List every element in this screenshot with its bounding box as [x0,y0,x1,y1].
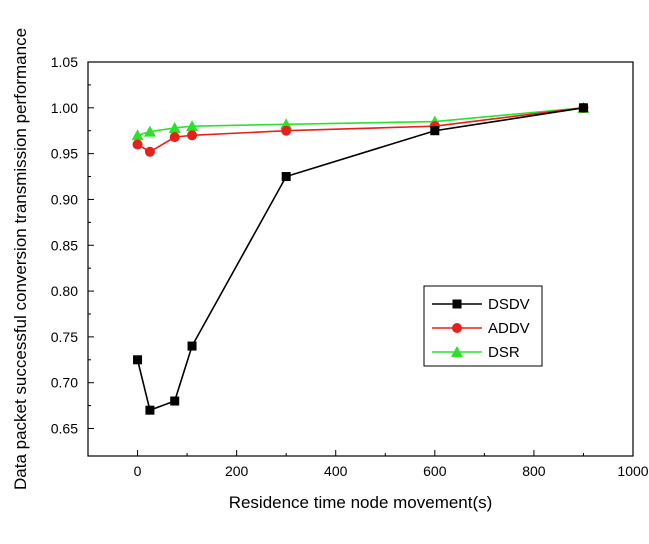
data-point [281,125,292,136]
data-point [168,121,181,133]
x-tick-label: 400 [324,463,348,479]
data-point [281,172,291,182]
y-axis-title: Data packet successful conversion transm… [11,28,30,490]
legend-items: DSDV ADDV DSR [432,296,530,361]
y-tick-label: 0.70 [51,375,78,391]
data-point [187,130,198,141]
y-tick-label: 1.05 [51,54,78,70]
data-point [132,139,143,150]
y-tick-label: 0.75 [51,329,78,345]
y-tick-label: 0.85 [51,237,78,253]
legend: DSDV ADDV DSR [423,285,543,367]
y-tick-label: 0.65 [51,421,78,437]
data-point [131,129,144,141]
x-tick-label: 800 [522,463,546,479]
legend-label: ADDV [488,320,530,337]
legend-label: DSDV [488,296,530,313]
y-tick-label: 0.80 [51,283,78,299]
series-group [131,101,590,415]
data-point [187,341,197,351]
x-tick-label: 200 [225,463,249,479]
data-point [143,125,156,137]
series-addv [132,102,589,157]
x-tick-label: 600 [423,463,447,479]
axis-ticks: 0 200 400 600 800 1000 0.65 0.70 0.75 0.80 0.85 0.9… [51,54,649,479]
x-tick-label: 1000 [617,463,648,479]
x-tick-label: 0 [134,463,142,479]
data-point [145,405,155,415]
legend-swatch-marker [452,323,462,333]
series-dsdv [133,103,588,415]
data-point [144,146,155,157]
data-point [169,132,180,143]
series-line [137,107,584,137]
y-tick-label: 0.95 [51,146,78,162]
data-point [430,126,440,136]
data-point [186,120,199,132]
plot-frame [87,61,634,457]
x-axis-title: Residence time node movement(s) [229,493,493,512]
legend-item-addv: ADDV [432,320,530,337]
legend-item-dsdv: DSDV [432,296,530,313]
data-point [578,103,588,113]
data-point [133,355,143,365]
legend-swatch-marker [452,299,462,309]
data-point [280,118,293,130]
y-tick-label: 1.00 [51,100,78,116]
y-tick-label: 0.90 [51,191,78,207]
legend-swatch-marker [451,346,463,357]
legend-item-dsr: DSR [432,344,520,361]
data-point [170,396,180,406]
legend-label: DSR [488,344,520,361]
